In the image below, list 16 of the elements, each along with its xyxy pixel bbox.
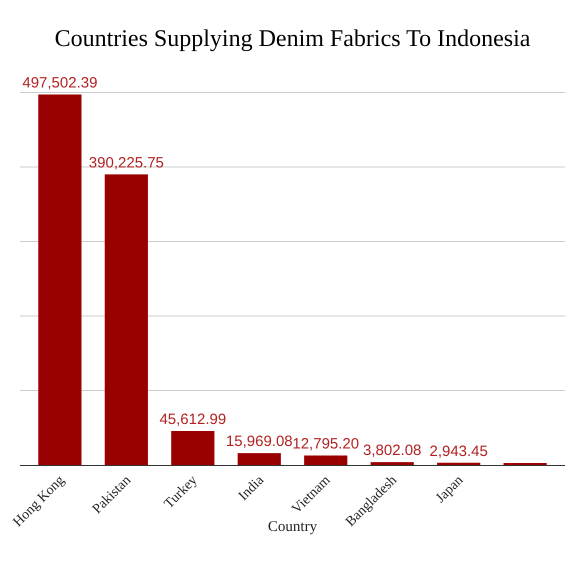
bar [38, 94, 82, 465]
bar [104, 174, 148, 465]
data-label: 15,969.08 [226, 433, 293, 450]
bar [304, 455, 348, 465]
bar [238, 453, 281, 465]
bar [171, 431, 214, 465]
data-label: 497,502.39 [22, 74, 98, 92]
data-label: 2,943.45 [429, 442, 488, 460]
x-axis-title: Country [268, 519, 318, 536]
chart-title: Countries Supplying Denim Fabrics To Indonesia [54, 26, 531, 52]
data-label: 45,612.99 [159, 411, 226, 428]
data-label: 12,795.20 [292, 435, 360, 452]
x-tick-label: India [236, 472, 268, 504]
data-label: 3,802.08 [363, 442, 422, 460]
bar [370, 462, 414, 465]
data-label: 390,225.75 [88, 154, 164, 172]
